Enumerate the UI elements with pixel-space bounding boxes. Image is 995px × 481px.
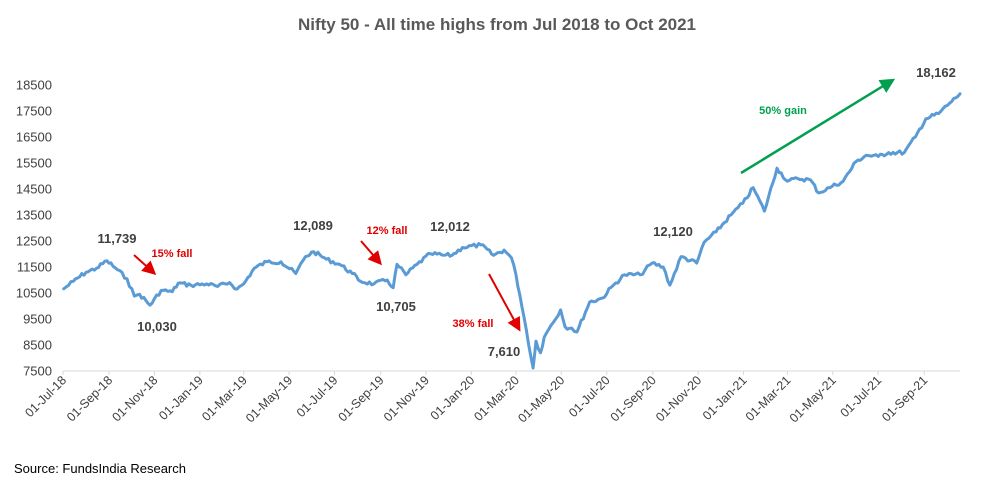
annotation-label: 38% fall xyxy=(453,318,494,330)
x-tick-label: 01-May-19 xyxy=(243,373,295,425)
annotation-label: 50% gain xyxy=(759,105,807,117)
y-tick-label: 7500 xyxy=(23,364,52,379)
annotation-label: 15% fall xyxy=(152,248,193,260)
x-tick-label: 01-Nov-20 xyxy=(653,373,704,424)
x-tick-label: 01-Mar-20 xyxy=(471,373,522,424)
annotation-value: 12,120 xyxy=(653,224,693,239)
y-tick-label: 11500 xyxy=(17,260,52,275)
y-tick-label: 16500 xyxy=(16,130,52,145)
x-tick-label: 01-Jan-21 xyxy=(700,373,750,423)
annotation-value: 18,162 xyxy=(916,65,956,80)
x-tick-label: 01-Sep-20 xyxy=(608,373,659,424)
x-tick-label: 01-Jul-21 xyxy=(838,373,885,420)
x-tick-label: 01-Sep-18 xyxy=(64,373,115,424)
x-tick-label: 01-Mar-21 xyxy=(743,373,794,424)
x-tick-label: 01-May-20 xyxy=(515,373,567,425)
x-tick-label: 01-Sep-21 xyxy=(879,373,930,424)
y-tick-label: 10500 xyxy=(16,286,52,301)
series-line-nifty50 xyxy=(62,92,962,370)
x-tick-label: 01-Jul-20 xyxy=(566,373,613,420)
annotation-value: 12,012 xyxy=(430,219,470,234)
y-tick-label: 8500 xyxy=(23,338,52,353)
x-axis: 01-Jul-1801-Sep-1801-Nov-1801-Jan-1901-M… xyxy=(22,371,930,425)
annotation-value: 7,610 xyxy=(488,344,521,359)
y-axis: 7500 8500 9500 10500 11500 12500 13500 14500 155… xyxy=(16,78,52,379)
y-tick-label: 17500 xyxy=(16,104,52,119)
x-tick-label: 01-May-21 xyxy=(787,373,839,425)
annotation-value: 10,030 xyxy=(137,319,177,334)
y-tick-label: 18500 xyxy=(16,78,52,93)
y-tick-label: 12500 xyxy=(16,234,52,249)
y-tick-label: 9500 xyxy=(23,312,52,327)
x-tick-label: 01-Nov-18 xyxy=(109,373,160,424)
y-tick-label: 13500 xyxy=(16,208,52,223)
x-tick-label: 01-Jan-19 xyxy=(156,373,206,423)
annotation-value: 11,739 xyxy=(97,231,136,246)
x-tick-label: 01-Jan-20 xyxy=(428,373,478,423)
annotation-label: 12% fall xyxy=(367,225,408,237)
x-tick-label: 01-Jul-19 xyxy=(294,373,341,420)
source-note: Source: FundsIndia Research xyxy=(14,461,186,476)
x-tick-label: 01-Mar-19 xyxy=(199,373,250,424)
x-tick-label: 01-Sep-19 xyxy=(336,373,387,424)
arrow-38-fall xyxy=(488,273,521,332)
annotation-value: 12,089 xyxy=(293,218,333,233)
x-tick-label: 01-Nov-19 xyxy=(381,373,432,424)
x-tick-label: 01-Jul-18 xyxy=(22,373,69,420)
y-tick-label: 14500 xyxy=(16,182,52,197)
arrow-12-fall xyxy=(360,240,382,266)
y-tick-label: 15500 xyxy=(16,156,52,171)
arrow-15-fall xyxy=(133,254,157,276)
arrow-50-gain xyxy=(740,78,896,175)
chart-title: Nifty 50 - All time highs from Jul 2018 … xyxy=(298,15,696,34)
annotation-value: 10,705 xyxy=(376,299,416,314)
